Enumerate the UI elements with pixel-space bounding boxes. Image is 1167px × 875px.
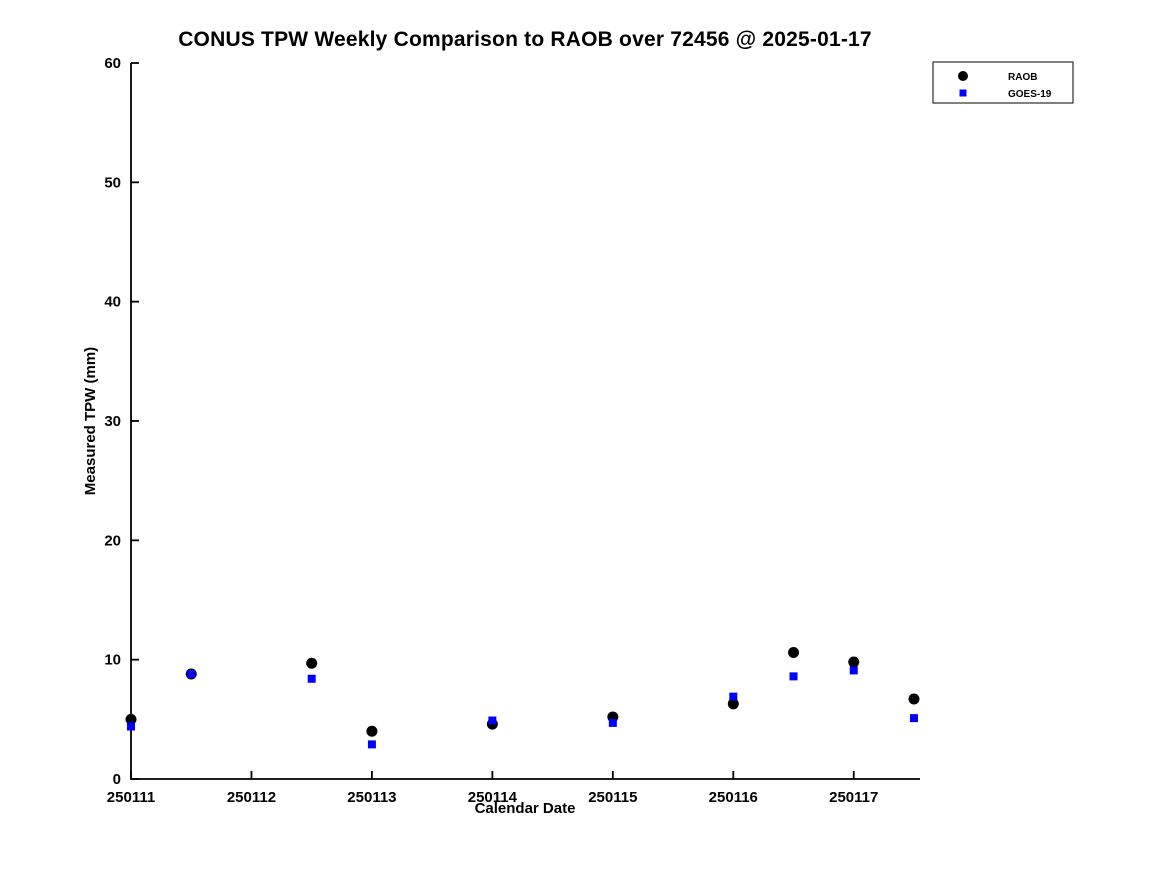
legend-raob-label: RAOB bbox=[1008, 72, 1037, 83]
x-tick-label: 250116 bbox=[709, 789, 758, 806]
x-tick-label: 250111 bbox=[107, 789, 155, 806]
axes-layer: 250111 250112 250113 250114 250115 250116 2501… bbox=[104, 55, 920, 806]
x-tick-label: 250112 bbox=[227, 789, 276, 806]
legend-raob-marker-icon bbox=[958, 71, 968, 81]
data-point-goes-19 bbox=[488, 716, 497, 725]
data-point-raob bbox=[125, 713, 137, 725]
chart-title: CONUS TPW Weekly Comparison to RAOB over… bbox=[178, 28, 872, 51]
data-point-goes-19 bbox=[608, 718, 617, 727]
data-point-raob bbox=[788, 647, 800, 659]
data-point-goes-19 bbox=[307, 674, 316, 683]
data-point-goes-19 bbox=[789, 672, 798, 681]
data-point-raob bbox=[366, 725, 378, 737]
data-point-goes-19 bbox=[729, 692, 738, 701]
y-tick-label: 0 bbox=[113, 771, 121, 788]
x-tick-label: 250114 bbox=[468, 789, 518, 806]
legend: RAOB GOES-19 bbox=[932, 61, 1074, 104]
y-tick-label: 20 bbox=[104, 532, 121, 549]
legend-goes-19-marker-icon bbox=[959, 89, 967, 97]
x-axis-label: Calendar Date bbox=[475, 800, 576, 817]
data-points-layer bbox=[125, 647, 920, 749]
data-point-raob bbox=[306, 657, 318, 669]
y-tick-label: 10 bbox=[104, 652, 121, 669]
y-axis-label: Measured TPW (mm) bbox=[82, 347, 99, 495]
data-point-raob bbox=[727, 698, 739, 710]
y-tick-label: 40 bbox=[104, 294, 121, 311]
data-point-goes-19 bbox=[187, 669, 196, 678]
data-point-raob bbox=[848, 656, 860, 668]
data-point-goes-19 bbox=[367, 740, 376, 749]
data-point-goes-19 bbox=[849, 666, 858, 675]
x-tick-label: 250117 bbox=[829, 789, 878, 806]
y-tick-label: 60 bbox=[104, 55, 121, 72]
y-tick-label: 30 bbox=[104, 413, 121, 430]
legend-goes-19-label: GOES-19 bbox=[1008, 89, 1052, 100]
data-point-raob bbox=[908, 693, 920, 705]
data-point-goes-19 bbox=[909, 714, 918, 723]
data-point-goes-19 bbox=[127, 722, 135, 731]
legend-box bbox=[932, 61, 1074, 104]
x-tick-label: 250113 bbox=[347, 789, 396, 806]
y-tick-label: 50 bbox=[104, 174, 121, 191]
x-tick-label: 250115 bbox=[588, 789, 637, 806]
